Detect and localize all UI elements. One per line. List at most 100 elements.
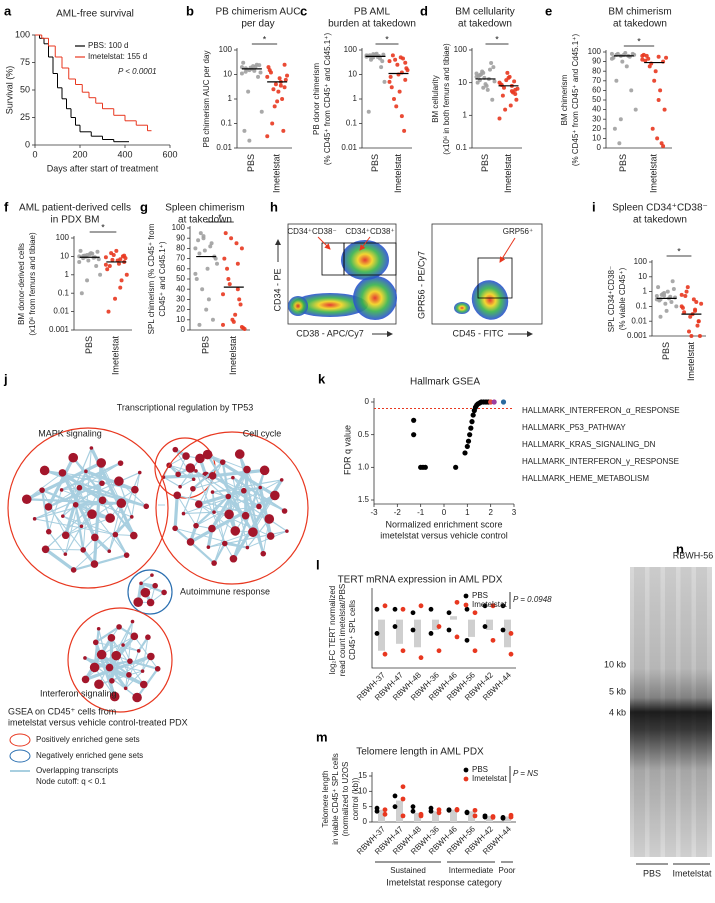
legend-swatch bbox=[9, 749, 31, 763]
data-point bbox=[285, 73, 290, 78]
y-axis-label: FDR q value bbox=[342, 425, 352, 475]
gene-set-label: HALLMARK_P53_PATHWAY bbox=[522, 423, 626, 432]
node bbox=[175, 471, 181, 478]
data-point bbox=[235, 287, 240, 292]
node bbox=[212, 510, 216, 514]
population bbox=[353, 276, 397, 320]
node bbox=[117, 460, 124, 466]
legend-swatch bbox=[463, 776, 469, 782]
node bbox=[132, 692, 142, 703]
y-tick-label: 100 bbox=[634, 257, 648, 266]
data-point bbox=[674, 304, 679, 309]
node bbox=[139, 581, 143, 586]
y-tick-label: 100 bbox=[15, 29, 30, 39]
data-point bbox=[382, 651, 388, 657]
panel-title: BM cellularity bbox=[455, 7, 514, 18]
y-tick-label: 100 bbox=[344, 45, 358, 54]
p-value: P = NS bbox=[513, 769, 539, 778]
panel-letter: a bbox=[4, 3, 12, 18]
data-point bbox=[508, 651, 514, 657]
y-axis-label: BM chimerism bbox=[560, 74, 569, 125]
node bbox=[150, 573, 154, 577]
panel-title: AML-free survival bbox=[56, 9, 134, 20]
data-point bbox=[491, 65, 496, 70]
node bbox=[256, 503, 262, 510]
data-point bbox=[227, 282, 232, 287]
edge bbox=[136, 668, 159, 699]
data-point bbox=[95, 249, 100, 254]
panel-title: PB AML bbox=[354, 7, 391, 18]
data-point bbox=[497, 116, 502, 121]
y-axis-label: (% CD45⁺ from CD45⁺ and Cd45.1⁺) bbox=[323, 33, 332, 166]
data-point bbox=[122, 253, 127, 258]
legend-label: Positively enriched gene sets bbox=[36, 735, 140, 744]
data-point bbox=[106, 309, 111, 314]
significance: * bbox=[263, 34, 267, 44]
node bbox=[279, 478, 284, 482]
data-point bbox=[94, 264, 99, 269]
node bbox=[258, 485, 263, 490]
node bbox=[195, 453, 205, 464]
data-point bbox=[392, 804, 398, 810]
data-point bbox=[242, 128, 247, 133]
panel-letter: n bbox=[676, 541, 684, 556]
data-point bbox=[103, 262, 108, 267]
node bbox=[32, 517, 37, 521]
data-point bbox=[647, 64, 652, 69]
x-tick-label: PBS bbox=[84, 336, 94, 354]
data-point bbox=[428, 631, 434, 636]
significance: * bbox=[101, 222, 105, 232]
cluster-label: Interferon signaling bbox=[40, 688, 117, 698]
data-point bbox=[382, 807, 388, 813]
node bbox=[90, 560, 99, 568]
y-tick-label: 1 bbox=[643, 287, 648, 296]
data-point bbox=[222, 256, 227, 261]
node bbox=[193, 522, 199, 529]
data-point bbox=[633, 107, 638, 112]
arrow bbox=[359, 236, 371, 251]
data-point bbox=[418, 811, 424, 817]
edge bbox=[207, 454, 248, 471]
node bbox=[133, 597, 143, 608]
data-point bbox=[374, 631, 380, 636]
y-tick-label: 70 bbox=[176, 254, 185, 263]
data-point bbox=[107, 264, 112, 269]
x-tick-label: Imetelstat bbox=[393, 154, 403, 194]
x-tick-label: PBS bbox=[246, 154, 256, 172]
data-point bbox=[654, 294, 659, 299]
data-point bbox=[266, 65, 271, 70]
cluster bbox=[154, 437, 216, 499]
data-point bbox=[267, 68, 272, 73]
data-point bbox=[257, 63, 262, 68]
bar bbox=[450, 616, 457, 620]
data-point bbox=[398, 55, 403, 60]
data-point bbox=[624, 64, 629, 69]
axis bbox=[371, 588, 516, 669]
edge bbox=[198, 461, 224, 505]
data-point bbox=[382, 603, 388, 609]
data-point bbox=[400, 606, 406, 612]
panel-title: at takedown bbox=[178, 215, 232, 226]
data-point bbox=[609, 51, 614, 56]
lane bbox=[696, 567, 707, 857]
population bbox=[471, 280, 509, 320]
edge bbox=[84, 636, 113, 681]
y-axis-label: BM donor-derived cells bbox=[17, 243, 26, 325]
data-point bbox=[234, 241, 239, 246]
data-point bbox=[209, 241, 214, 246]
y-tick-label: 70 bbox=[592, 76, 601, 85]
panel-letter: f bbox=[4, 199, 9, 214]
data-point bbox=[197, 251, 202, 256]
data-point bbox=[366, 109, 371, 114]
bar bbox=[504, 619, 511, 648]
legend-label: Imetelstat bbox=[472, 600, 507, 609]
data-point bbox=[482, 603, 488, 609]
node bbox=[72, 501, 79, 508]
data-point bbox=[229, 236, 234, 241]
panel-letter: h bbox=[270, 199, 278, 214]
node bbox=[105, 513, 115, 523]
y-axis-label: (x10⁶ from femurs and tibiae) bbox=[28, 232, 37, 336]
data-point bbox=[688, 314, 693, 319]
y-tick-label: 30 bbox=[176, 295, 185, 304]
x-tick-label: -3 bbox=[370, 508, 378, 517]
